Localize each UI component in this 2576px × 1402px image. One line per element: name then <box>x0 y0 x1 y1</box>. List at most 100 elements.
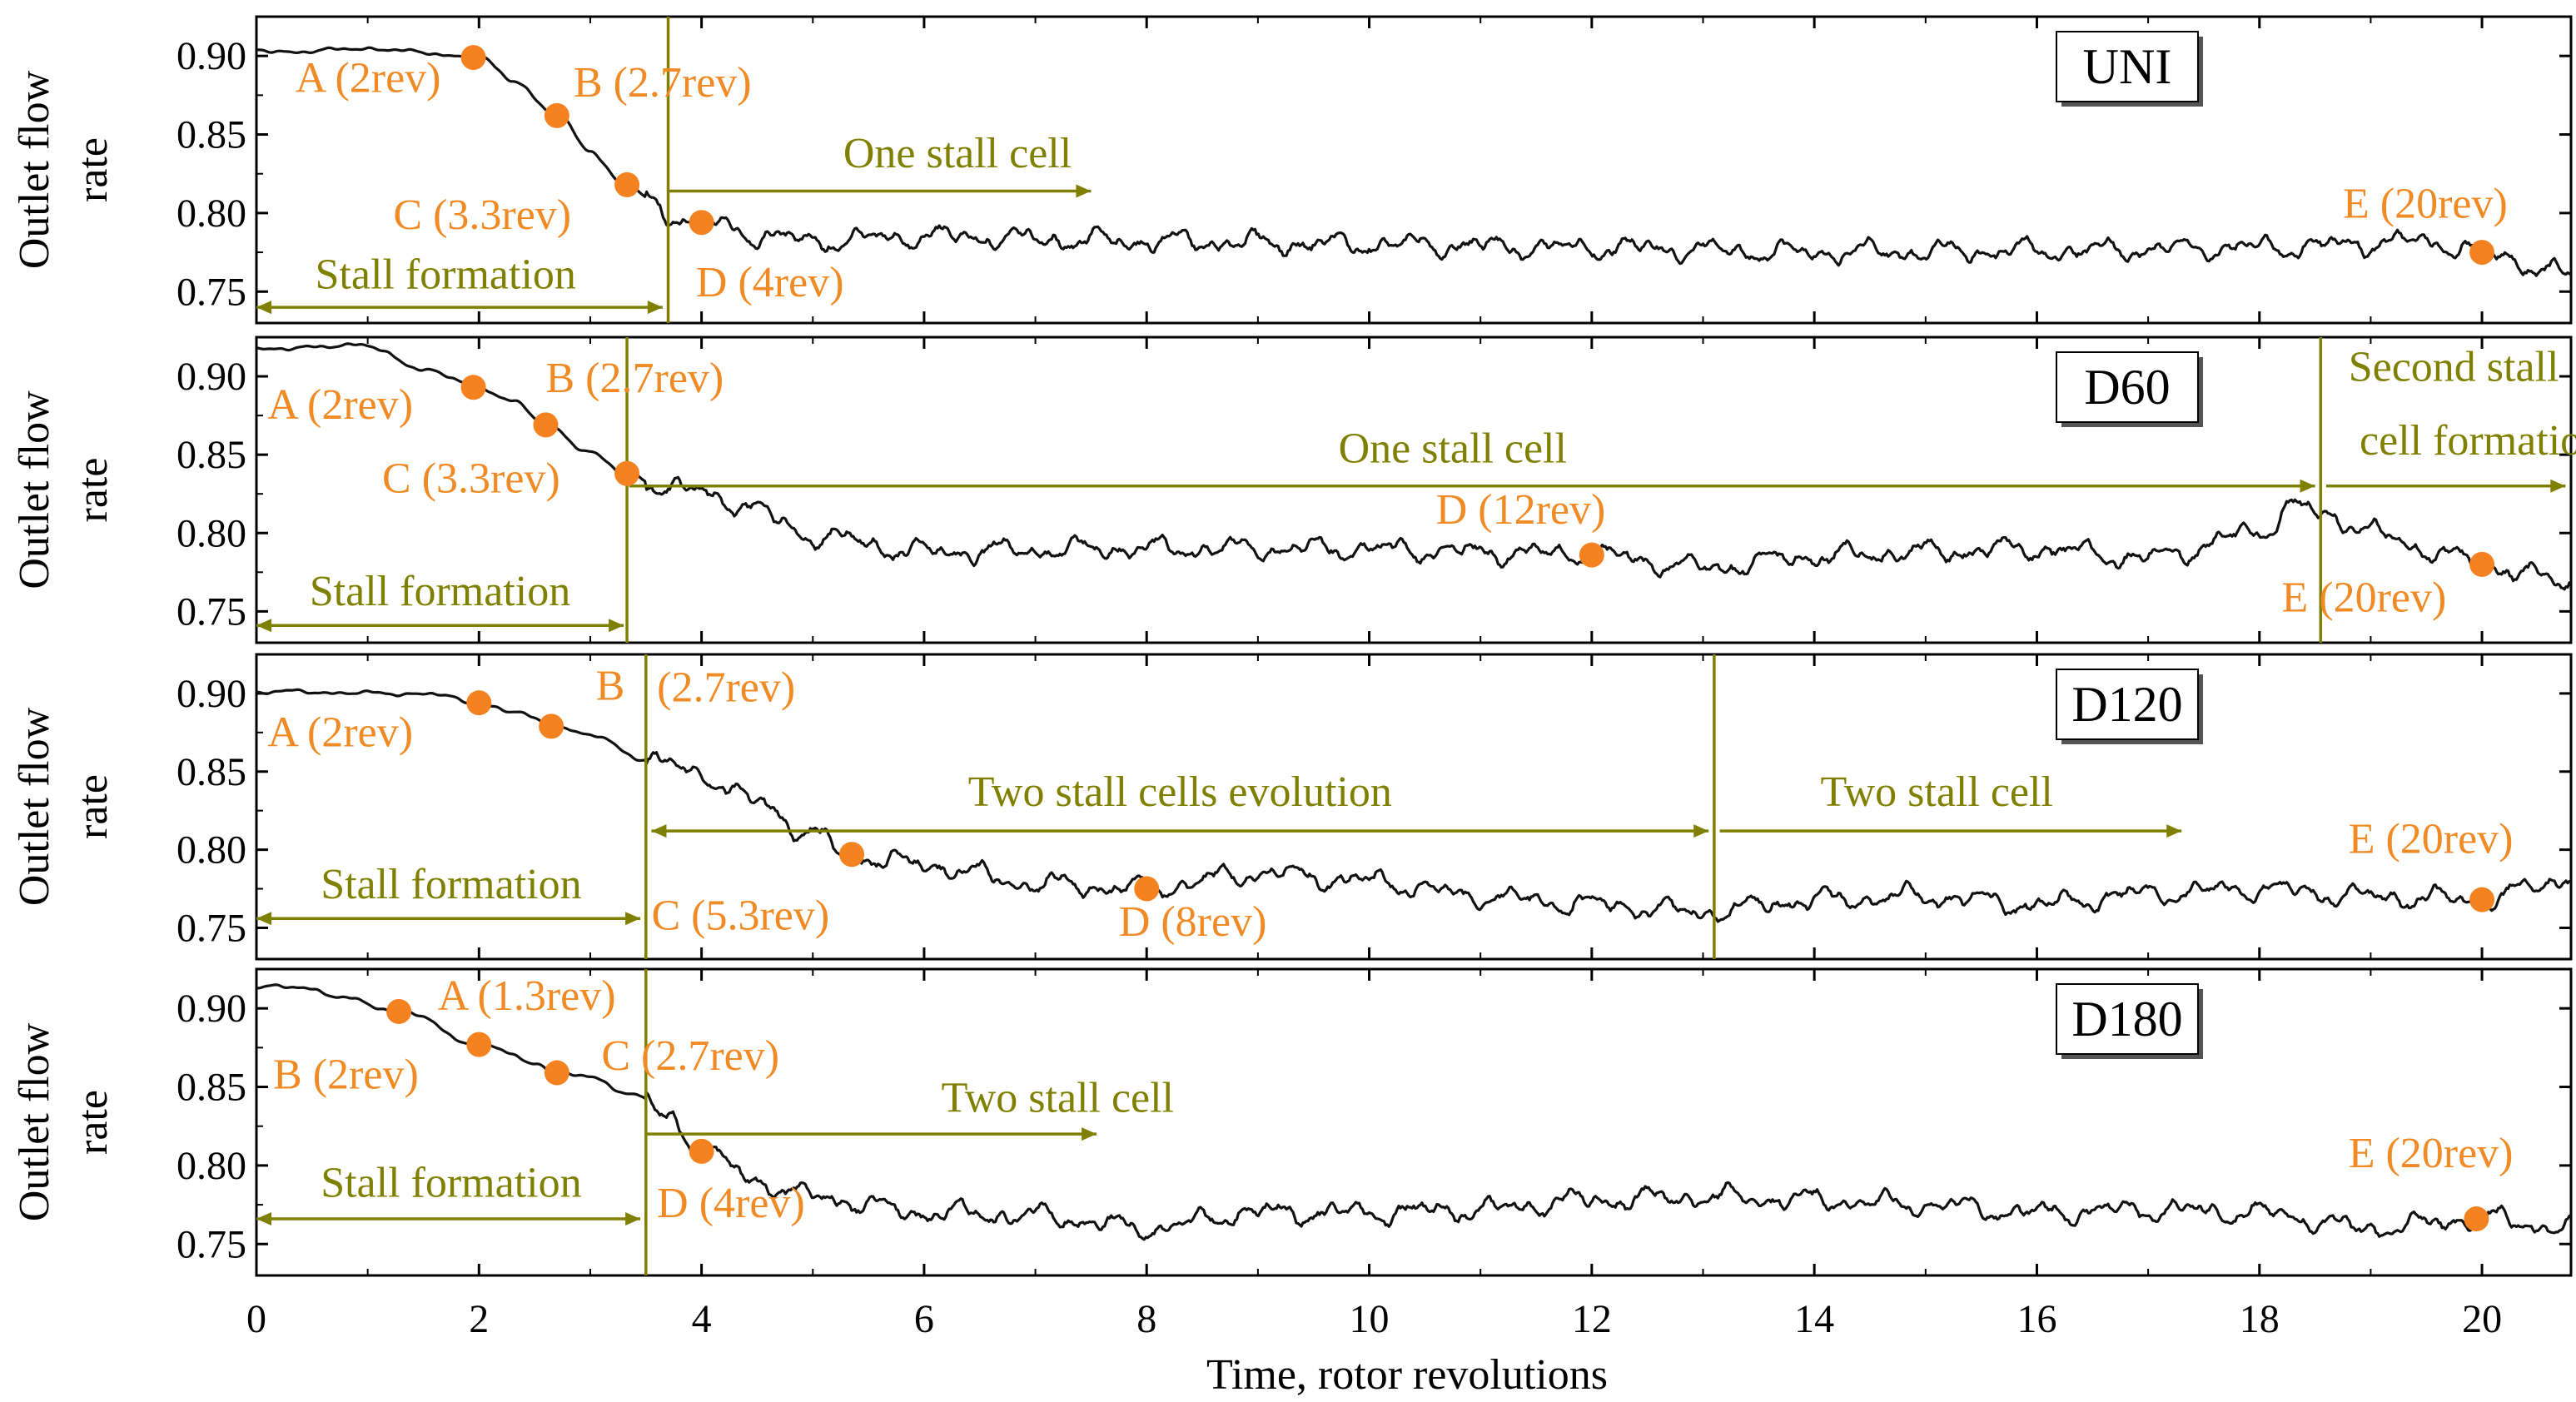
stage-arrow-head <box>1693 824 1709 838</box>
y-tick-label: 0.90 <box>177 355 246 399</box>
y-axis-label-line2: rate <box>69 137 117 202</box>
stage-note: cell formation <box>2360 417 2576 465</box>
x-tick-label: 10 <box>1350 1297 1390 1341</box>
event-label: C (3.3rev) <box>382 455 560 502</box>
y-axis-label-line1: Outlet flow <box>11 390 58 589</box>
event-marker <box>544 1060 569 1086</box>
stage-label: Stall formation <box>321 1160 581 1207</box>
event-label: B (2.7rev) <box>546 355 724 402</box>
event-label: A (1.3rev) <box>438 972 616 1020</box>
event-marker <box>539 713 564 739</box>
case-tag-box <box>2056 31 2199 102</box>
event-marker <box>386 998 412 1024</box>
event-marker <box>2469 551 2495 577</box>
stage-arrow-head <box>647 301 663 315</box>
event-label: A (2rev) <box>267 709 413 757</box>
event-marker <box>466 690 492 716</box>
case-tag: UNI <box>2083 39 2172 94</box>
event-label: E (20rev) <box>2343 181 2508 228</box>
y-tick-label: 0.80 <box>177 511 246 555</box>
case-tag-box <box>2056 669 2199 740</box>
y-axis-label-line2: rate <box>69 1090 117 1155</box>
event-marker <box>614 460 640 486</box>
stage-arrow-head <box>625 1212 641 1226</box>
y-axis-label-line1: Outlet flow <box>11 1022 58 1221</box>
y-tick-label: 0.75 <box>177 1222 246 1266</box>
event-label: D (4rev) <box>696 259 844 306</box>
panel-frame <box>255 15 2573 325</box>
event-label: A (2rev) <box>267 381 413 429</box>
series-line <box>256 46 2572 277</box>
stage-arrow-head <box>625 912 641 926</box>
y-tick-label: 0.85 <box>177 1066 246 1110</box>
panel-frame <box>255 336 2573 644</box>
stage-arrow-head <box>2166 824 2182 838</box>
event-marker <box>689 210 714 236</box>
stage-arrow-head <box>651 824 667 838</box>
x-tick-label: 8 <box>1136 1297 1156 1341</box>
stage-arrow-head <box>1076 184 1092 198</box>
event-label: E (20rev) <box>2282 574 2447 621</box>
x-tick-label: 16 <box>2017 1297 2056 1341</box>
y-tick-label: 0.75 <box>177 589 246 634</box>
y-axis-label-line1: Outlet flow <box>11 707 58 906</box>
x-tick-label: 0 <box>246 1297 266 1341</box>
stage-label: Two stall cells evolution <box>968 768 1392 816</box>
event-marker <box>689 1138 714 1164</box>
y-tick-label: 0.75 <box>177 270 246 314</box>
x-axis-label: Time, rotor revolutions <box>1206 1351 1608 1399</box>
event-label: E (20rev) <box>2349 815 2514 863</box>
stage-note: Second stall <box>2349 344 2559 391</box>
event-label: C (5.3rev) <box>651 892 829 939</box>
stage-label: One stall cell <box>1339 425 1567 473</box>
case-tag-box <box>2056 351 2199 423</box>
y-tick-label: 0.90 <box>177 672 246 716</box>
panel-frame <box>255 653 2573 961</box>
event-label: A (2rev) <box>296 55 441 102</box>
case-tag: D60 <box>2084 360 2170 415</box>
event-label: (2.7rev) <box>657 664 795 711</box>
case-tag: D180 <box>2071 992 2182 1047</box>
x-tick-label: 20 <box>2462 1297 2502 1341</box>
x-tick-label: 14 <box>1794 1297 1834 1341</box>
event-label: C (2.7rev) <box>601 1032 779 1080</box>
panel-frame <box>255 967 2573 1277</box>
event-marker <box>460 45 486 71</box>
event-marker <box>1579 542 1604 568</box>
stage-arrow-head <box>256 301 271 315</box>
event-marker <box>2469 240 2495 266</box>
event-label: C (3.3rev) <box>393 191 571 239</box>
y-axis-label-line2: rate <box>69 458 117 523</box>
y-tick-label: 0.80 <box>177 828 246 873</box>
panel-d180: 0.90 0.85 0.80 0.75 Outlet flow rate Stall for… <box>11 967 2573 1277</box>
event-marker <box>2464 1206 2489 1232</box>
event-label: D (8rev) <box>1119 898 1267 946</box>
x-tick-label: 4 <box>692 1297 712 1341</box>
event-marker <box>544 102 569 128</box>
event-label: B <box>596 662 625 709</box>
x-tick-label: 12 <box>1572 1297 1612 1341</box>
stage-arrow-head <box>1082 1127 1097 1141</box>
case-tag: D120 <box>2071 677 2182 732</box>
y-tick-label: 0.80 <box>177 1144 246 1188</box>
stage-label: Stall formation <box>316 251 576 298</box>
y-tick-label: 0.85 <box>177 433 246 477</box>
series-line <box>256 688 2572 923</box>
y-tick-label: 0.85 <box>177 113 246 157</box>
stage-arrow-head <box>2550 479 2566 493</box>
event-label: B (2rev) <box>273 1051 419 1098</box>
event-label: D (4rev) <box>657 1180 805 1227</box>
event-marker <box>2469 887 2495 912</box>
stage-label: Stall formation <box>321 861 581 908</box>
y-axis-label-line1: Outlet flow <box>11 70 58 269</box>
event-marker <box>466 1032 492 1057</box>
event-marker <box>533 412 559 438</box>
x-tick-label: 6 <box>914 1297 934 1341</box>
stage-arrow-head <box>256 619 271 633</box>
case-tag-box <box>2056 983 2199 1055</box>
y-tick-label: 0.90 <box>177 34 246 78</box>
series-line <box>256 342 2572 591</box>
x-tick-label: 2 <box>469 1297 489 1341</box>
y-tick-label: 0.85 <box>177 750 246 794</box>
